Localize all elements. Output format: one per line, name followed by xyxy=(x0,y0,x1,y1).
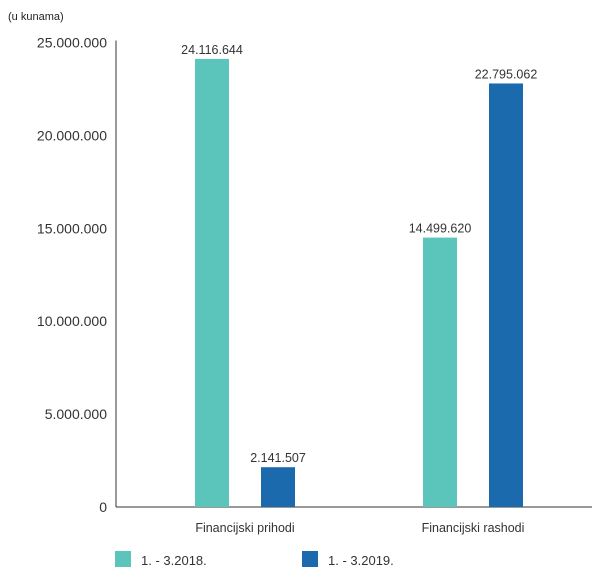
y-tick-label: 25.000.000 xyxy=(37,35,107,51)
y-tick-label: 10.000.000 xyxy=(37,313,107,329)
legend-swatch xyxy=(302,551,318,567)
category-labels-group: Financijski prihodi Financijski rashodi xyxy=(195,521,524,535)
bar xyxy=(261,467,295,507)
legend-label: 1. - 3.2018. xyxy=(141,553,207,568)
y-tick-label: 20.000.000 xyxy=(37,127,107,143)
x-category-label: Financijski prihodi xyxy=(195,521,294,535)
legend-label: 1. - 3.2019. xyxy=(328,553,394,568)
data-label: 24.116.644 xyxy=(181,43,243,57)
y-axis-ticks: 0 5.000.000 10.000.000 15.000.000 20.000.000… xyxy=(37,35,107,516)
y-tick-label: 15.000.000 xyxy=(37,220,107,236)
y-tick-label: 0 xyxy=(99,499,107,515)
legend-item: 1. - 3.2019. xyxy=(302,551,394,568)
data-label: 14.499.620 xyxy=(409,222,472,236)
x-category-label: Financijski rashodi xyxy=(422,521,525,535)
data-label: 2.141.507 xyxy=(250,451,306,465)
legend-swatch xyxy=(115,551,131,567)
bar xyxy=(195,58,229,508)
data-labels-group: 24.116.644 14.499.620 2.141.507 22.795.062 xyxy=(181,43,537,465)
unit-note: (u kunama) xyxy=(8,11,64,23)
bar xyxy=(423,237,457,508)
bar xyxy=(489,83,523,508)
legend: 1. - 3.2018. 1. - 3.2019. xyxy=(115,551,394,568)
data-label: 22.795.062 xyxy=(475,67,538,81)
bars-group xyxy=(195,58,523,508)
legend-item: 1. - 3.2018. xyxy=(115,551,207,568)
y-tick-label: 5.000.000 xyxy=(45,406,107,422)
